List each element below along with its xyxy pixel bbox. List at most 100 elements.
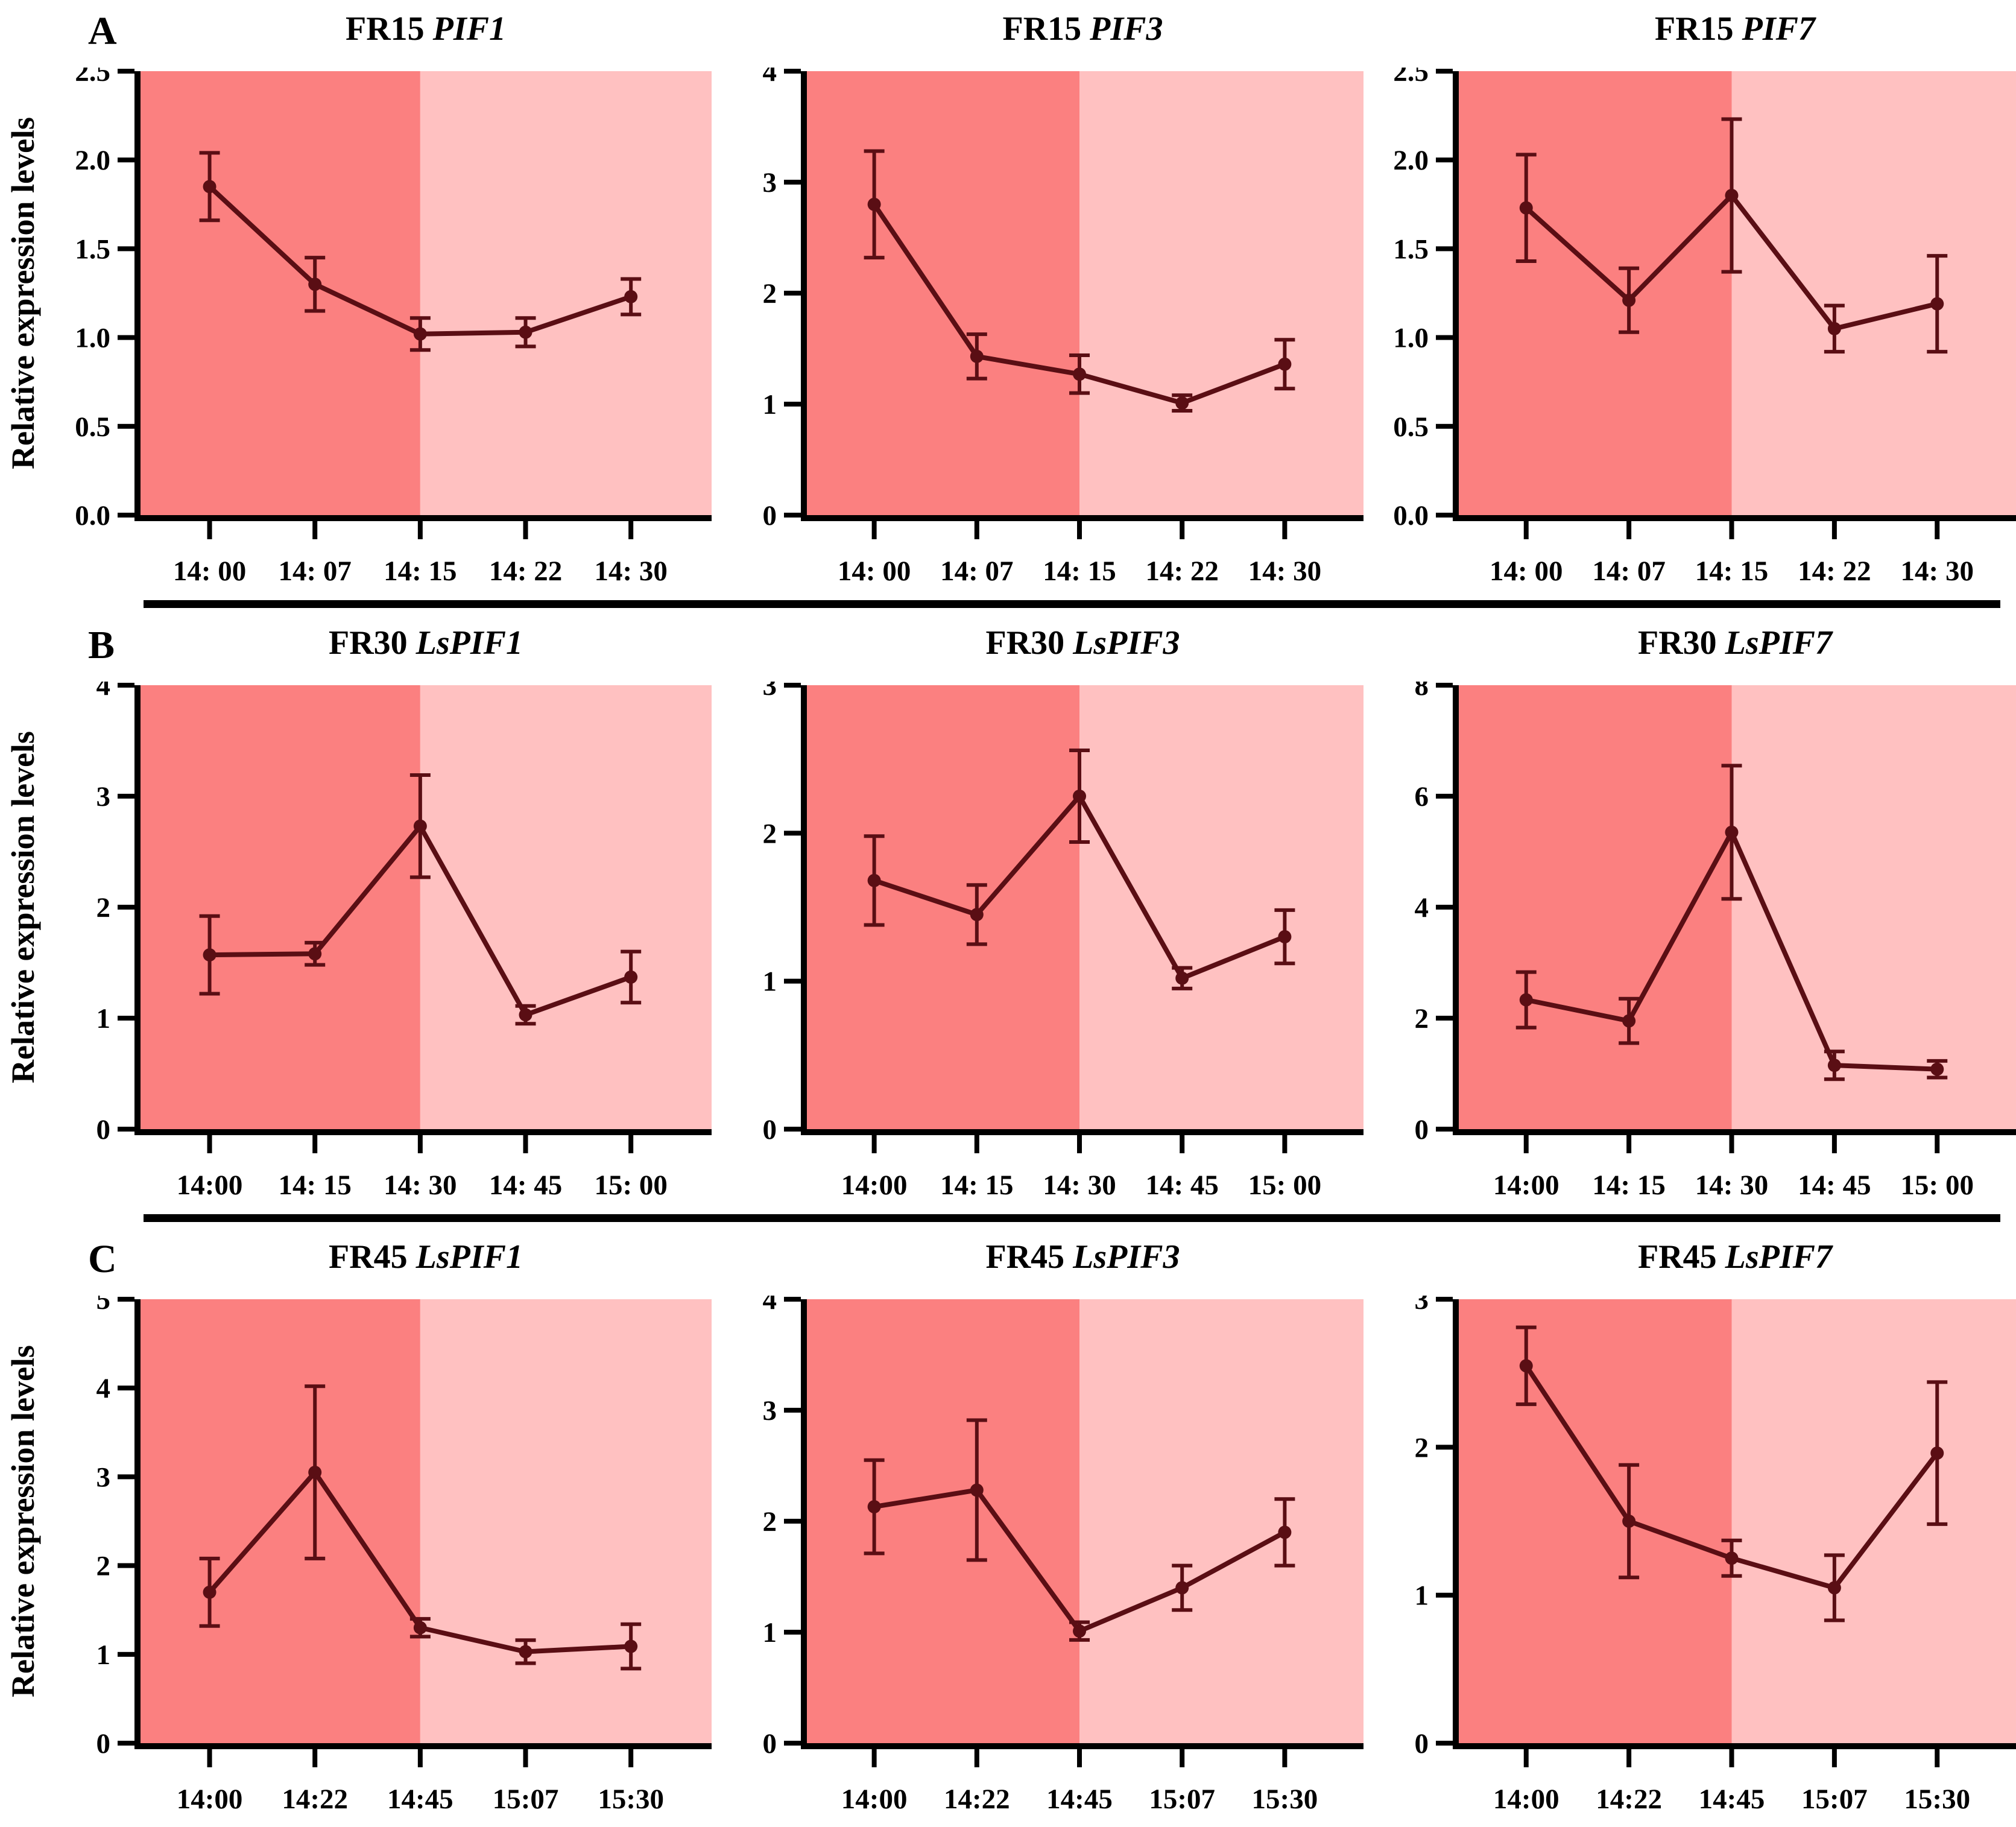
svg-text:1.0: 1.0 [1393, 323, 1429, 354]
svg-text:1: 1 [763, 1617, 777, 1648]
svg-text:14: 30: 14: 30 [594, 556, 667, 587]
svg-text:1: 1 [763, 966, 777, 998]
svg-text:2: 2 [1415, 1003, 1429, 1034]
svg-text:14: 00: 14: 00 [173, 556, 246, 587]
chart-fr45-lspif3: FR45 LsPIF3 14:00 14:22 14:45 15:07 15:30 0 1 2 3… [712, 1228, 1363, 1822]
title-treatment: FR30 [985, 624, 1065, 662]
title-treatment: FR15 [1002, 10, 1082, 48]
svg-text:2: 2 [96, 892, 111, 923]
title-gene: LsPIF7 [1725, 1238, 1832, 1276]
svg-text:0: 0 [1415, 1728, 1429, 1759]
svg-text:0: 0 [763, 1114, 777, 1145]
svg-text:5: 5 [96, 1296, 111, 1316]
svg-text:3: 3 [763, 167, 777, 198]
title-gene: PIF1 [432, 10, 506, 48]
svg-text:15:30: 15:30 [1904, 1784, 1970, 1815]
chart-body: 14: 00 14: 07 14: 15 14: 22 14: 30 0.0 0.5 1.0 1… [1363, 68, 2016, 594]
svg-text:3: 3 [96, 781, 111, 812]
row-separator [144, 600, 2000, 608]
chart-title: FR45 LsPIF7 [1363, 1228, 2016, 1296]
chart-body: 14:00 14: 15 14: 30 14: 45 15: 00 0 2 4 6 8 [1363, 682, 2016, 1208]
title-gene: PIF7 [1742, 10, 1815, 48]
line-plot-fr30-lspif3: 14:00 14: 15 14: 30 14: 45 15: 00 0 1 2 3 [763, 682, 1363, 1201]
title-treatment: FR45 [1637, 1238, 1717, 1276]
svg-text:14:00: 14:00 [177, 1784, 243, 1815]
svg-text:1: 1 [763, 389, 777, 420]
svg-text:14: 15: 14: 15 [1592, 1170, 1665, 1201]
svg-text:14:00: 14:00 [841, 1170, 908, 1201]
title-treatment: FR45 [985, 1238, 1065, 1276]
svg-text:15:30: 15:30 [1252, 1784, 1318, 1815]
y-axis-label-box: Relative expression levels [0, 682, 45, 1208]
svg-text:14: 22: 14: 22 [1798, 556, 1871, 587]
line-plot-fr45-lspif1: 14:00 14:22 14:45 15:07 15:30 0 1 2 3 4 5 [96, 1296, 712, 1815]
svg-text:14:22: 14:22 [944, 1784, 1010, 1815]
svg-text:2: 2 [1415, 1432, 1429, 1463]
svg-text:14: 15: 14: 15 [1043, 556, 1116, 587]
title-treatment: FR30 [1637, 624, 1717, 662]
svg-text:2: 2 [96, 1551, 111, 1582]
svg-text:14: 30: 14: 30 [1695, 1170, 1768, 1201]
panel-row-b: B FR30 LsPIF1 Relative expression levels … [0, 614, 2016, 1208]
svg-text:14:00: 14:00 [841, 1784, 908, 1815]
svg-text:4: 4 [763, 68, 777, 87]
svg-text:2.0: 2.0 [1393, 145, 1429, 176]
chart-title: FR45 LsPIF3 [712, 1228, 1363, 1296]
chart-fr30-lspif3: FR30 LsPIF3 14:00 14: 15 14: 30 14: 45 15: 00… [712, 614, 1363, 1208]
title-gene: LsPIF3 [1073, 624, 1180, 662]
line-plot-fr45-lspif7: 14:00 14:22 14:45 15:07 15:30 0 1 2 3 [1415, 1296, 2016, 1815]
y-axis-label: Relative expression levels [4, 117, 41, 469]
svg-text:2: 2 [763, 818, 777, 849]
svg-text:14: 30: 14: 30 [1901, 556, 1974, 587]
line-plot-fr15-pif7: 14: 00 14: 07 14: 15 14: 22 14: 30 0.0 0.5 1.0 1… [1393, 68, 2016, 587]
title-treatment: FR45 [328, 1238, 408, 1276]
y-axis-label: Relative expression levels [4, 1345, 41, 1697]
chart-fr30-lspif1: FR30 LsPIF1 Relative expression levels 14… [0, 614, 712, 1208]
title-gene: LsPIF1 [416, 1238, 523, 1276]
svg-text:15:07: 15:07 [1149, 1784, 1215, 1815]
chart-fr45-lspif7: FR45 LsPIF7 14:00 14:22 14:45 15:07 15:30 0 1 2 3 [1363, 1228, 2016, 1822]
svg-text:1: 1 [96, 1639, 111, 1671]
svg-text:14: 00: 14: 00 [838, 556, 911, 587]
line-plot-fr15-pif3: 14: 00 14: 07 14: 15 14: 22 14: 30 0 1 2 3 4 [763, 68, 1363, 587]
title-treatment: FR15 [1654, 10, 1734, 48]
svg-text:4: 4 [96, 682, 111, 701]
chart-fr15-pif3: FR15 PIF3 14: 00 14: 07 14: 15 14: 22 14: 30 0… [712, 0, 1363, 594]
chart-fr15-pif1: FR15 PIF1 Relative expression levels 14: … [0, 0, 712, 594]
svg-text:0.0: 0.0 [1393, 500, 1429, 531]
svg-text:0: 0 [96, 1114, 111, 1145]
svg-text:3: 3 [763, 682, 777, 701]
chart-title: FR30 LsPIF7 [1363, 614, 2016, 682]
title-gene: LsPIF3 [1073, 1238, 1180, 1276]
svg-text:14: 30: 14: 30 [1043, 1170, 1116, 1201]
svg-text:14:45: 14:45 [1699, 1784, 1765, 1815]
panel-row-c: C FR45 LsPIF1 Relative expression levels … [0, 1228, 2016, 1822]
svg-text:15: 00: 15: 00 [1248, 1170, 1321, 1201]
svg-text:1: 1 [1415, 1580, 1429, 1612]
svg-text:15:07: 15:07 [493, 1784, 559, 1815]
y-axis-label-box: Relative expression levels [0, 1296, 45, 1822]
y-axis-label: Relative expression levels [4, 731, 41, 1083]
svg-text:14: 15: 14: 15 [384, 556, 457, 587]
title-gene: PIF3 [1090, 10, 1163, 48]
svg-text:15:07: 15:07 [1801, 1784, 1868, 1815]
chart-fr30-lspif7: FR30 LsPIF7 14:00 14: 15 14: 30 14: 45 15: 00… [1363, 614, 2016, 1208]
svg-text:14:22: 14:22 [282, 1784, 348, 1815]
panel-label-c: C [88, 1237, 117, 1281]
svg-text:14: 45: 14: 45 [489, 1170, 562, 1201]
chart-title: FR30 LsPIF3 [712, 614, 1363, 682]
chart-title: FR15 PIF3 [712, 0, 1363, 68]
svg-text:1: 1 [96, 1003, 111, 1034]
line-plot-fr30-lspif1: 14:00 14: 15 14: 30 14: 45 15: 00 0 1 2 3 4 [96, 682, 712, 1201]
svg-text:1.5: 1.5 [1393, 233, 1429, 265]
svg-text:2: 2 [763, 278, 777, 309]
svg-text:14: 22: 14: 22 [1145, 556, 1218, 587]
panel-label-a: A [88, 9, 117, 53]
svg-text:14: 22: 14: 22 [489, 556, 562, 587]
chart-body: Relative expression levels 14:00 14: 15 14… [0, 682, 712, 1208]
title-treatment: FR15 [345, 10, 425, 48]
svg-text:14: 30: 14: 30 [1248, 556, 1321, 587]
chart-title: FR15 PIF1 [0, 0, 712, 68]
svg-text:14:00: 14:00 [1493, 1170, 1559, 1201]
svg-text:1.5: 1.5 [75, 233, 110, 265]
